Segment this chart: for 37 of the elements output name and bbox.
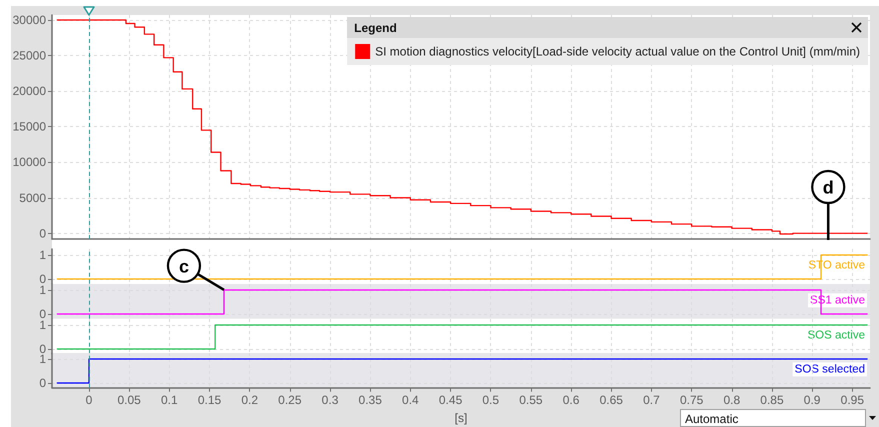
text: Automatic [685, 412, 738, 426]
annotation: c [178, 256, 189, 276]
legend-label: SI motion diagnostics velocity[Load-side velocity actual value on the Control Unit] (mm/min) [375, 44, 860, 58]
series-label: SOS selected [794, 364, 866, 376]
y-tick-label: 1 [39, 248, 46, 262]
x-tick-label: 0.25 [278, 393, 302, 408]
x-tick-label: 0.45 [438, 393, 463, 408]
x-tick-label: 0.1 [160, 393, 178, 408]
series-label: SOS active [807, 328, 866, 341]
x-tick-label: 0.75 [680, 393, 704, 408]
y-tick-label: 10000 [12, 155, 46, 170]
y-tick-label: 5000 [19, 190, 46, 205]
x-tick-label: 0.5 [482, 393, 500, 408]
x-tick-label: 0.4 [402, 393, 420, 408]
x-tick-label: 0.55 [519, 393, 543, 408]
x-tick-label: 0.95 [840, 393, 864, 408]
x-tick-label: 0.3 [322, 393, 339, 408]
y-tick-label: 20000 [12, 84, 46, 98]
y-tick-label: 25000 [12, 48, 46, 63]
x-tick-label: 0.85 [760, 393, 784, 408]
x-tick-label: 0.65 [600, 393, 624, 408]
x-tick-label: 0.15 [198, 393, 222, 408]
y-tick-label: 15000 [12, 120, 46, 134]
x-tick-label: 0.2 [241, 393, 258, 408]
x-tick-label: 0.35 [358, 393, 382, 408]
y-tick-label: 30000 [12, 12, 46, 27]
legend-title: Legend [354, 21, 397, 35]
y-tick-label: 0 [39, 376, 46, 390]
x-tick-label: 0.9 [804, 393, 821, 408]
x-tick-label: 0.8 [723, 393, 740, 408]
x-tick-label: 0.7 [643, 393, 660, 408]
x-tick-label: 0.05 [117, 393, 142, 408]
x-axis-title: [s] [454, 411, 468, 426]
annotation: d [822, 178, 834, 198]
x-tick-label: 0.6 [562, 393, 580, 408]
x-tick-label: 0 [86, 393, 93, 408]
y-tick-label: 0 [39, 226, 46, 240]
